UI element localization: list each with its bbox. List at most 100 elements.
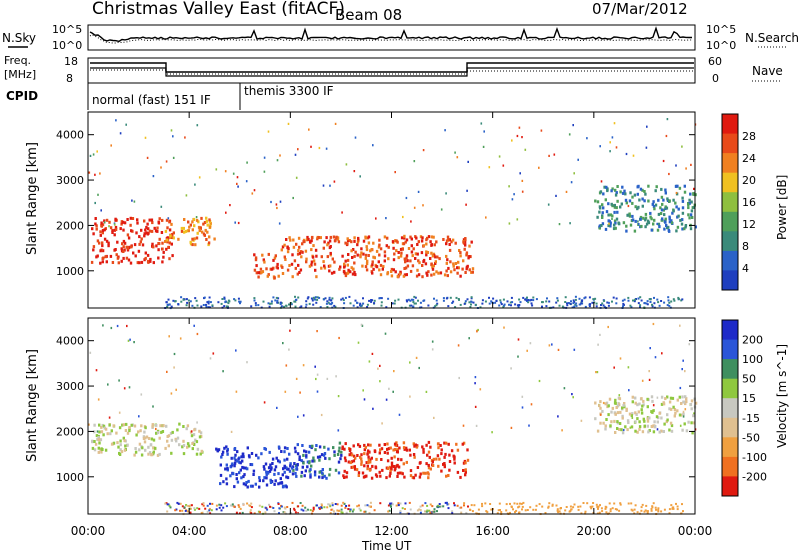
echo-cell	[643, 424, 646, 428]
echo-cell	[681, 199, 685, 203]
scatter-cell	[305, 300, 308, 303]
scatter-cell	[502, 298, 505, 301]
echo-cell	[146, 259, 150, 263]
echo-cell	[650, 217, 653, 221]
echo-cell	[233, 464, 236, 468]
echo-cell	[647, 430, 650, 434]
echo-cell	[278, 460, 281, 464]
echo-cell	[439, 444, 442, 447]
nsearch-trace	[89, 34, 693, 44]
echo-cell	[292, 468, 295, 472]
echo-cell	[447, 238, 450, 242]
echo-cell	[114, 225, 118, 229]
echo-cell	[124, 429, 128, 432]
echo-cell	[146, 222, 149, 226]
echo-cell	[191, 237, 194, 241]
echo-cell	[416, 243, 419, 246]
echo-cell	[363, 464, 366, 468]
scatter-cell	[681, 503, 683, 506]
echo-cell	[115, 431, 118, 435]
echo-cell	[675, 205, 678, 209]
scatter-cell	[670, 504, 673, 507]
x-tick-label: 08:00	[273, 524, 308, 538]
echo-cell	[644, 192, 647, 196]
scatter-cell	[502, 304, 505, 307]
echo-cell	[442, 462, 445, 466]
echo-speck	[285, 364, 288, 367]
echo-cell	[345, 272, 348, 276]
echo-cell	[233, 485, 236, 489]
scatter-cell	[293, 507, 296, 510]
echo-speck	[405, 196, 408, 200]
scatter-cell	[532, 299, 535, 302]
scatter-cell	[429, 511, 432, 514]
echo-cell	[656, 228, 660, 232]
scatter-cell	[299, 502, 302, 504]
echo-speck	[294, 153, 297, 156]
scatter-cell	[366, 504, 369, 507]
echo-speck	[235, 349, 237, 352]
echo-cell	[353, 236, 356, 240]
scatter-cell	[202, 304, 205, 306]
echo-cell	[628, 212, 631, 216]
echo-cell	[328, 239, 332, 243]
echo-speck	[474, 405, 477, 408]
echo-cell	[601, 214, 604, 218]
echo-cell	[239, 468, 242, 472]
scatter-cell	[580, 302, 583, 305]
scatter-cell	[518, 298, 521, 301]
scatter-cell	[655, 508, 657, 511]
echo-cell	[103, 237, 107, 241]
echo-cell	[647, 184, 650, 188]
echo-cell	[631, 395, 634, 399]
echo-cell	[254, 256, 258, 260]
echo-speck	[278, 222, 281, 225]
echo-cell	[605, 210, 609, 214]
echo-cell	[273, 468, 277, 472]
echo-cell	[103, 426, 106, 430]
echo-speck	[133, 200, 136, 203]
echo-speck	[561, 429, 563, 432]
echo-cell	[403, 447, 406, 451]
scatter-cell	[344, 506, 347, 509]
echo-cell	[665, 224, 668, 227]
echo-cell	[664, 397, 667, 401]
scatter-cell	[257, 510, 260, 513]
echo-cell	[260, 452, 263, 456]
nsearch-tick-high: 10^5	[706, 23, 736, 36]
scatter-cell	[668, 512, 671, 515]
echo-cell	[651, 410, 654, 414]
echo-cell	[638, 427, 641, 431]
echo-cell	[203, 221, 207, 224]
echo-cell	[147, 445, 150, 449]
scatter-cell	[184, 509, 187, 512]
scatter-cell	[668, 301, 671, 304]
echo-speck	[284, 390, 287, 393]
scatter-cell	[394, 299, 397, 302]
scatter-cell	[319, 306, 322, 309]
echo-cell	[672, 209, 675, 213]
scatter-cell	[329, 505, 332, 508]
scatter-cell	[582, 502, 585, 504]
echo-cell	[97, 446, 100, 450]
echo-cell	[125, 256, 129, 260]
echo-cell	[255, 453, 258, 457]
echo-cell	[306, 460, 310, 464]
scatter-cell	[325, 302, 328, 305]
echo-cell	[613, 210, 616, 214]
echo-speck	[295, 176, 298, 179]
echo-cell	[343, 264, 346, 268]
echo-cell	[347, 253, 350, 256]
echo-cell	[120, 259, 123, 263]
echo-cell	[93, 423, 96, 427]
echo-speck	[618, 394, 621, 397]
echo-cell	[459, 251, 462, 255]
echo-cell	[410, 244, 413, 248]
echo-cell	[152, 261, 155, 265]
echo-speck	[234, 221, 236, 224]
echo-cell	[687, 206, 690, 210]
echo-speck	[599, 333, 601, 336]
echo-cell	[141, 446, 144, 450]
echo-speck	[335, 375, 337, 378]
echo-cell	[613, 203, 616, 207]
